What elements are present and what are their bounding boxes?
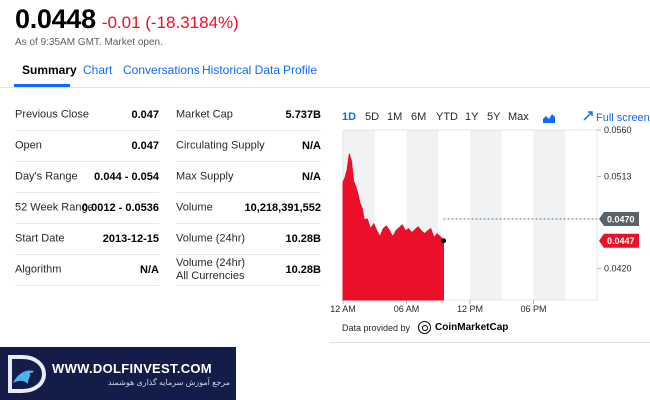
x-tick-label: 12 PM (457, 304, 483, 314)
full-screen-label: Full screen (596, 112, 650, 124)
stat-row: Start Date 2013-12-15 (15, 224, 159, 255)
stat-value: 10.28B (285, 233, 321, 245)
stat-label: Volume (24hr) All Currencies (176, 257, 246, 282)
current-price-label: 0.0447 (607, 236, 635, 246)
stat-label: Volume (24hr) (176, 232, 246, 245)
watermark-title: WWW.DOLFINVEST.COM (52, 361, 212, 376)
attribution-prefix: Data provided by (342, 322, 411, 333)
range-5y[interactable]: 5Y (487, 111, 501, 123)
stat-label: Start Date (15, 232, 65, 245)
stat-label: Market Cap (176, 108, 233, 121)
stat-label: Open (15, 139, 42, 152)
range-1m[interactable]: 1M (387, 111, 403, 123)
tab-profile[interactable]: Profile (283, 63, 318, 77)
stat-row: Volume (24hr) All Currencies 10.28B (176, 255, 321, 286)
stat-value: 0.044 - 0.054 (94, 171, 159, 183)
y-tick-label: 0.0513 (604, 171, 632, 181)
stat-row: Market Cap 5.737B (176, 100, 321, 131)
x-tick-label: 12 AM (330, 304, 356, 314)
price-chart[interactable]: 0.0560 0.0513 0.0420 12 AM 06 AM 12 PM 06 PM 0.… (330, 125, 640, 318)
current-price: 0.0448 (15, 4, 96, 34)
range-max[interactable]: Max (508, 111, 529, 123)
stat-value: N/A (302, 140, 321, 152)
range-6m[interactable]: 6M (411, 111, 427, 123)
section-divider (330, 342, 650, 343)
stat-row: Volume (24hr) 10.28B (176, 224, 321, 255)
x-tick-label: 06 PM (520, 304, 546, 314)
range-ytd[interactable]: YTD (436, 111, 458, 123)
stat-label: Volume (176, 201, 213, 214)
stat-label: Previous Close (15, 108, 89, 121)
watermark-subtitle: مرجع آموزش سرمایه گذاری هوشمند (107, 378, 230, 387)
stat-row: 52 Week Range 0.0012 - 0.0536 (15, 193, 159, 224)
price-change: -0.01 (-18.3184%) (101, 13, 239, 32)
stat-value: N/A (302, 171, 321, 183)
data-attribution: Data provided by CoinMarketCap (342, 321, 508, 334)
stat-value: 0.047 (131, 140, 159, 152)
price-line: 0.0448 -0.01 (-18.3184%) (15, 4, 239, 35)
chart-shaded-band (470, 130, 502, 300)
stat-value: 10.28B (285, 264, 321, 276)
active-tab-indicator (14, 84, 70, 87)
range-5d[interactable]: 5D (365, 111, 380, 123)
area-chart-icon[interactable] (543, 112, 555, 126)
price-area-series (342, 153, 444, 301)
range-1y[interactable]: 1Y (465, 111, 479, 123)
x-tick-label: 06 AM (394, 304, 420, 314)
stats-table-left: Previous Close 0.047 Open 0.047 Day's Range 0… (15, 100, 159, 292)
tabs-divider (0, 87, 650, 88)
market-status: As of 9:35AM GMT. Market open. (15, 37, 163, 48)
chart-shaded-band (533, 130, 566, 300)
stat-value: 5.737B (285, 109, 321, 121)
stat-row: Open 0.047 (15, 131, 159, 162)
attribution-provider: CoinMarketCap (435, 322, 509, 333)
tab-conversations[interactable]: Conversations (123, 63, 200, 77)
current-price-tag (599, 233, 639, 248)
y-tick-label: 0.0420 (604, 263, 632, 273)
stat-row: Algorithm N/A (15, 255, 159, 286)
stats-table-right: Market Cap 5.737B Circulating Supply N/A Max… (176, 100, 321, 292)
stat-label: Max Supply (176, 170, 234, 183)
quote-tabs: Summary Chart Conversations Historical D… (0, 60, 650, 88)
stat-row: Day's Range 0.044 - 0.054 (15, 162, 159, 193)
quote-header: 0.0448 -0.01 (-18.3184%) As of 9:35AM GM… (15, 4, 239, 48)
stat-row: Volume 10,218,391,552 (176, 193, 321, 224)
stat-row: Max Supply N/A (176, 162, 321, 193)
tab-historical-data[interactable]: Historical Data (202, 63, 281, 77)
site-watermark: WWW.DOLFINVEST.COM مرجع آموزش سرمایه گذا… (0, 347, 236, 400)
stat-row: Previous Close 0.047 (15, 100, 159, 131)
current-price-marker (441, 238, 447, 244)
tab-summary[interactable]: Summary (22, 63, 77, 77)
stat-label: Algorithm (15, 263, 62, 276)
expand-arrows-icon (583, 111, 593, 124)
stat-label: Day's Range (15, 170, 78, 183)
y-tick-label: 0.0560 (604, 125, 632, 135)
stat-value: 10,218,391,552 (244, 202, 321, 214)
range-1d[interactable]: 1D (342, 111, 357, 123)
dolphin-logo-icon (4, 353, 48, 400)
previous-close-label: 0.0470 (607, 214, 635, 224)
stat-value: 0.0012 - 0.0536 (81, 202, 159, 214)
full-screen-button[interactable]: Full screen (583, 111, 650, 124)
chart-range-selector: 1D 5D 1M 6M YTD 1Y 5Y Max Full screen (340, 111, 650, 126)
coinmarketcap-logo-icon (418, 321, 432, 334)
previous-close-tag (599, 211, 639, 226)
stat-row: Circulating Supply N/A (176, 131, 321, 162)
tab-chart[interactable]: Chart (83, 63, 113, 77)
stat-value: 0.047 (131, 109, 159, 121)
stat-label: Circulating Supply (176, 139, 265, 152)
stat-label: 52 Week Range (15, 201, 94, 214)
stat-value: N/A (140, 264, 159, 276)
stat-value: 2013-12-15 (102, 233, 159, 245)
